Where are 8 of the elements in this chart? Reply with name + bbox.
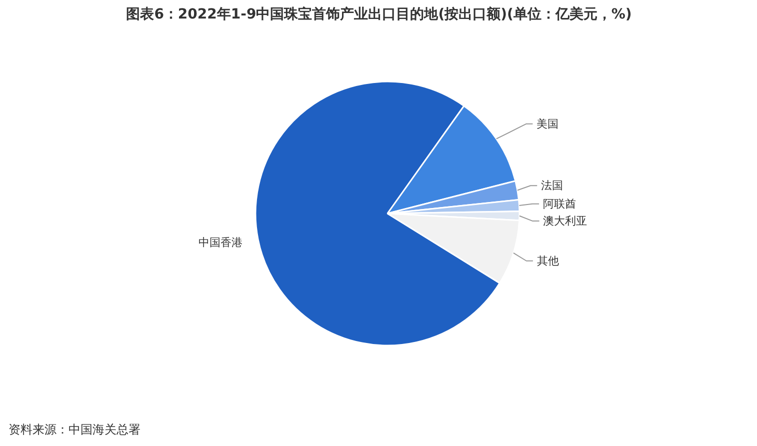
text: 资料来源：中国海关总署 [8, 422, 140, 436]
slice-label: 法国 [541, 179, 564, 192]
slice-label: 澳大利亚 [543, 214, 588, 228]
slice-label: 其他 [536, 254, 559, 268]
chart-title: 图表6：2022年1-9中国珠宝首饰产业出口目的地(按出口额)(单位：亿美元，%) [126, 6, 632, 22]
slice-label: 中国香港 [198, 236, 243, 250]
slice-label: 美国 [536, 117, 559, 130]
slice-label: 阿联酋 [543, 197, 576, 210]
